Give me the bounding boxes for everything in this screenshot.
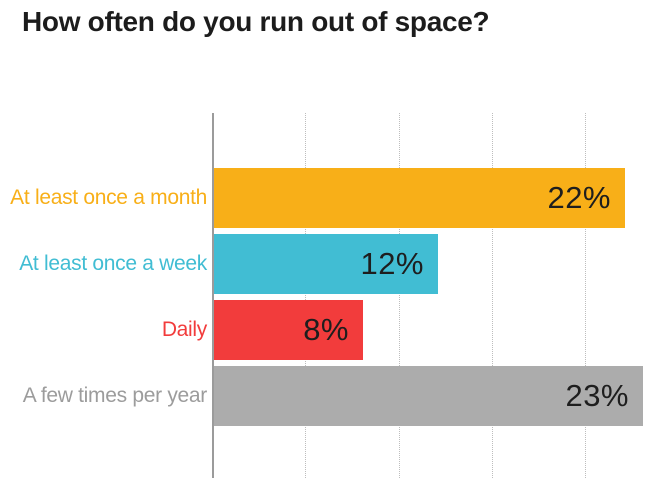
gridline-20 bbox=[585, 113, 586, 478]
plot-area: 22% 12% 8% 23% bbox=[212, 113, 660, 478]
category-label: At least once a week bbox=[19, 252, 207, 275]
bar-value-label: 23% bbox=[565, 378, 629, 413]
chart-title: How often do you run out of space? bbox=[22, 6, 490, 37]
bar: 23% bbox=[214, 366, 643, 426]
gridline-10 bbox=[399, 113, 400, 478]
category-labels: At least once a month At least once a wee… bbox=[0, 113, 207, 478]
bar: 22% bbox=[214, 168, 625, 228]
category-label: Daily bbox=[161, 318, 207, 341]
y-axis-line bbox=[212, 113, 214, 478]
gridline-15 bbox=[492, 113, 493, 478]
bar: 12% bbox=[214, 234, 438, 294]
bar-value-label: 22% bbox=[547, 180, 611, 215]
bar-value-label: 12% bbox=[360, 246, 424, 281]
gridline-5 bbox=[305, 113, 306, 478]
category-label: At least once a month bbox=[10, 186, 207, 209]
bar: 8% bbox=[214, 300, 363, 360]
category-label: A few times per year bbox=[22, 384, 208, 407]
bar-value-label: 8% bbox=[303, 312, 349, 347]
